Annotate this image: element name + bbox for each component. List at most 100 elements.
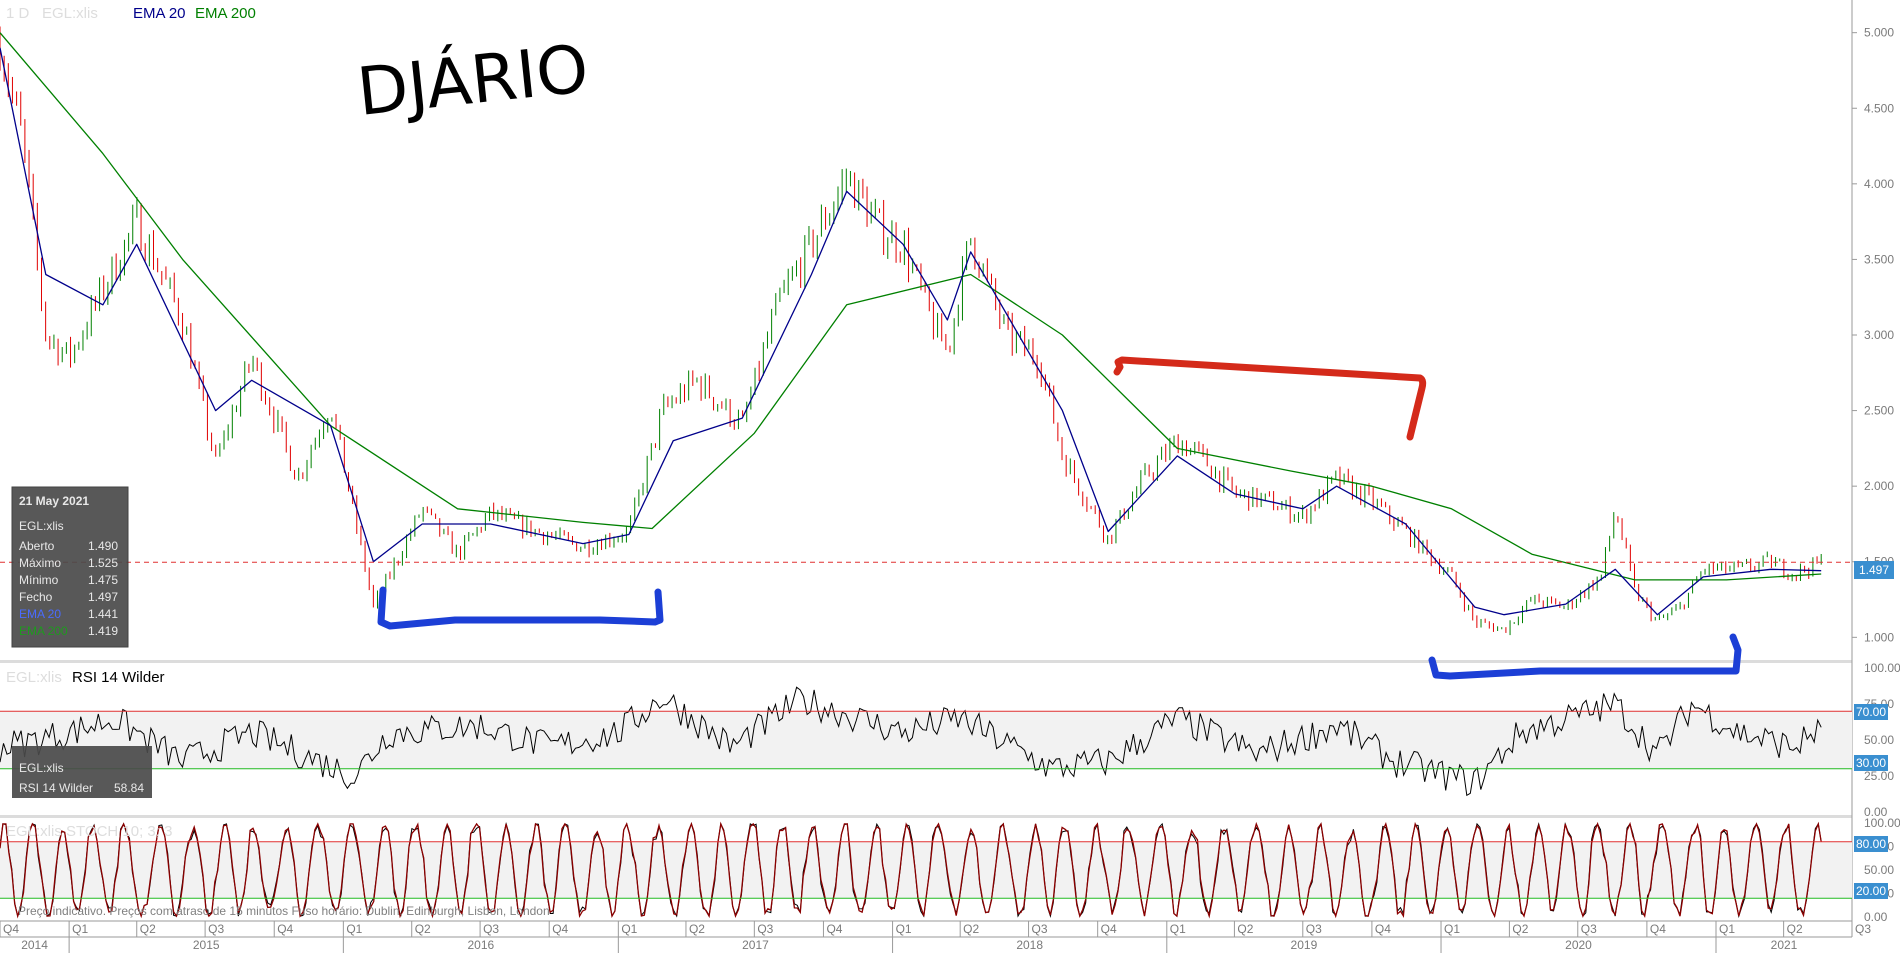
rsi-shaded-band (0, 711, 1852, 769)
rsi-box-value: 58.84 (114, 781, 144, 795)
panel-divider (0, 815, 1852, 818)
info-value-high: 1.525 (88, 556, 118, 570)
rsi-box-label: RSI 14 Wilder (19, 781, 93, 795)
price-tick-label: 1.000 (1864, 630, 1894, 644)
ema20-line (0, 47, 1822, 616)
info-date: 21 May 2021 (19, 494, 89, 508)
stoch-tick-label: 50.00 (1864, 863, 1894, 877)
quarter-label: Q2 (1237, 922, 1253, 936)
info-label-low: Mínimo (19, 573, 59, 587)
stoch-tag-low (1854, 883, 1888, 899)
quarter-label: Q2 (689, 922, 705, 936)
year-label: 2014 (21, 938, 48, 952)
price-tick-label: 3.000 (1864, 328, 1894, 342)
rsi-tag-low-text: 30.00 (1856, 756, 1886, 770)
red-bracket-drawing (1113, 356, 1427, 441)
price-tick-label: 5.000 (1864, 26, 1894, 40)
rsi-symbol-label: EGL:xlis (6, 669, 62, 686)
info-value-ema200: 1.419 (88, 624, 118, 638)
price-panel (0, 0, 1852, 660)
quarter-label: Q1 (621, 922, 637, 936)
stoch-tick-label: 100.00 (1864, 816, 1900, 830)
price-tick-label: 4.500 (1864, 101, 1894, 115)
year-label: 2015 (193, 938, 220, 952)
symbol-label: EGL:xlis (42, 5, 98, 22)
rsi-title-label: RSI 14 Wilder (72, 669, 165, 686)
ohlc-info-box: 21 May 2021 EGL:xlis Aberto 1.490 Máximo… (11, 486, 129, 648)
quarter-label: Q3 (1032, 922, 1048, 936)
rsi-tag-high (1854, 704, 1888, 720)
quarter-label: Q4 (3, 922, 19, 936)
quarter-label: Q3 (1306, 922, 1322, 936)
quarter-label: Q3 (757, 922, 773, 936)
info-label-ema20: EMA 20 (19, 607, 61, 621)
blue-bracket-left-drawing (377, 586, 664, 630)
ema20-legend: EMA 20 (133, 5, 186, 22)
quarter-label: Q4 (1101, 922, 1117, 936)
y-axis-group: 1.0001.5002.0002.5003.0003.5004.0004.500… (1852, 26, 1900, 924)
info-value-open: 1.490 (88, 539, 118, 553)
price-tick-label: 3.500 (1864, 252, 1894, 266)
quarter-label: Q1 (1444, 922, 1460, 936)
rsi-line (0, 686, 1822, 797)
quarter-label: Q2 (415, 922, 431, 936)
indicator-lines-group (0, 32, 1822, 919)
last-price-tag (1854, 561, 1894, 579)
quarter-label: Q2 (1787, 922, 1803, 936)
ema200-legend: EMA 200 (195, 5, 256, 22)
rsi-box-symbol: EGL:xlis (19, 761, 64, 775)
stoch-shaded-band (0, 841, 1852, 899)
quarter-label: Q3 (1855, 922, 1871, 936)
info-value-close: 1.497 (88, 590, 118, 604)
quarter-label: Q4 (277, 922, 293, 936)
stoch-tag-high-text: 80.00 (1856, 837, 1886, 851)
quarter-label: Q4 (552, 922, 568, 936)
info-value-low: 1.475 (88, 573, 118, 587)
year-label: 2020 (1565, 938, 1592, 952)
stoch-k-line (0, 821, 1822, 919)
price-tick-label: 4.000 (1864, 177, 1894, 191)
quarter-label: Q1 (1170, 922, 1186, 936)
quarter-label: Q4 (1375, 922, 1391, 936)
last-price-tag-text: 1.497 (1859, 563, 1889, 577)
quarter-label: Q2 (140, 922, 156, 936)
info-symbol: EGL:xlis (19, 519, 64, 533)
info-label-ema200: EMA 200 (19, 624, 68, 638)
quarter-label: Q1 (72, 922, 88, 936)
rsi-tick-label: 100.00 (1864, 661, 1900, 675)
info-label-open: Aberto (19, 539, 55, 553)
year-label: 2021 (1771, 938, 1798, 952)
quarter-label: Q3 (1581, 922, 1597, 936)
rsi-tick-label: 50.00 (1864, 733, 1894, 747)
year-label: 2019 (1291, 938, 1318, 952)
stoch-tick-label: 0.00 (1864, 910, 1888, 924)
rsi-info-box: EGL:xlis RSI 14 Wilder 58.84 (12, 746, 152, 798)
quarter-label: Q1 (346, 922, 362, 936)
info-box-bg (11, 486, 129, 648)
info-label-high: Máximo (19, 556, 61, 570)
year-label: 2017 (742, 938, 769, 952)
quarter-label: Q3 (208, 922, 224, 936)
year-label: 2016 (467, 938, 494, 952)
stoch-title-label: EGL:xlis STOCH 10; 3; 3 (6, 823, 172, 840)
stoch-tag-high (1854, 836, 1888, 852)
level-lines-group (0, 561, 1852, 899)
quarter-label: Q1 (896, 922, 912, 936)
quarter-label: Q3 (483, 922, 499, 936)
rsi-info-box-bg (12, 746, 152, 798)
rsi-tick-label: 0.00 (1864, 805, 1888, 819)
quarter-label: Q4 (826, 922, 842, 936)
candles-group (0, 26, 1822, 636)
quarter-label: Q1 (1719, 922, 1735, 936)
footer-note: Preço indicativo. Preços com atraso de 1… (18, 904, 550, 918)
rsi-tag-low (1854, 755, 1888, 771)
price-tick-label: 2.000 (1864, 479, 1894, 493)
info-label-close: Fecho (19, 590, 53, 604)
blue-bracket-right-drawing (1428, 633, 1742, 680)
panel-divider (0, 660, 1852, 663)
quarter-label: Q2 (963, 922, 979, 936)
year-label: 2018 (1016, 938, 1043, 952)
time-axis-labels: Q4 Q1 Q2 Q3 Q4 Q1 Q2 Q3 Q4 Q1 Q2 Q3 Q4 Q1 Q2 Q3 Q4 Q1 Q2 Q3… (0, 921, 1871, 953)
rsi-tag-high-text: 70.00 (1856, 705, 1886, 719)
